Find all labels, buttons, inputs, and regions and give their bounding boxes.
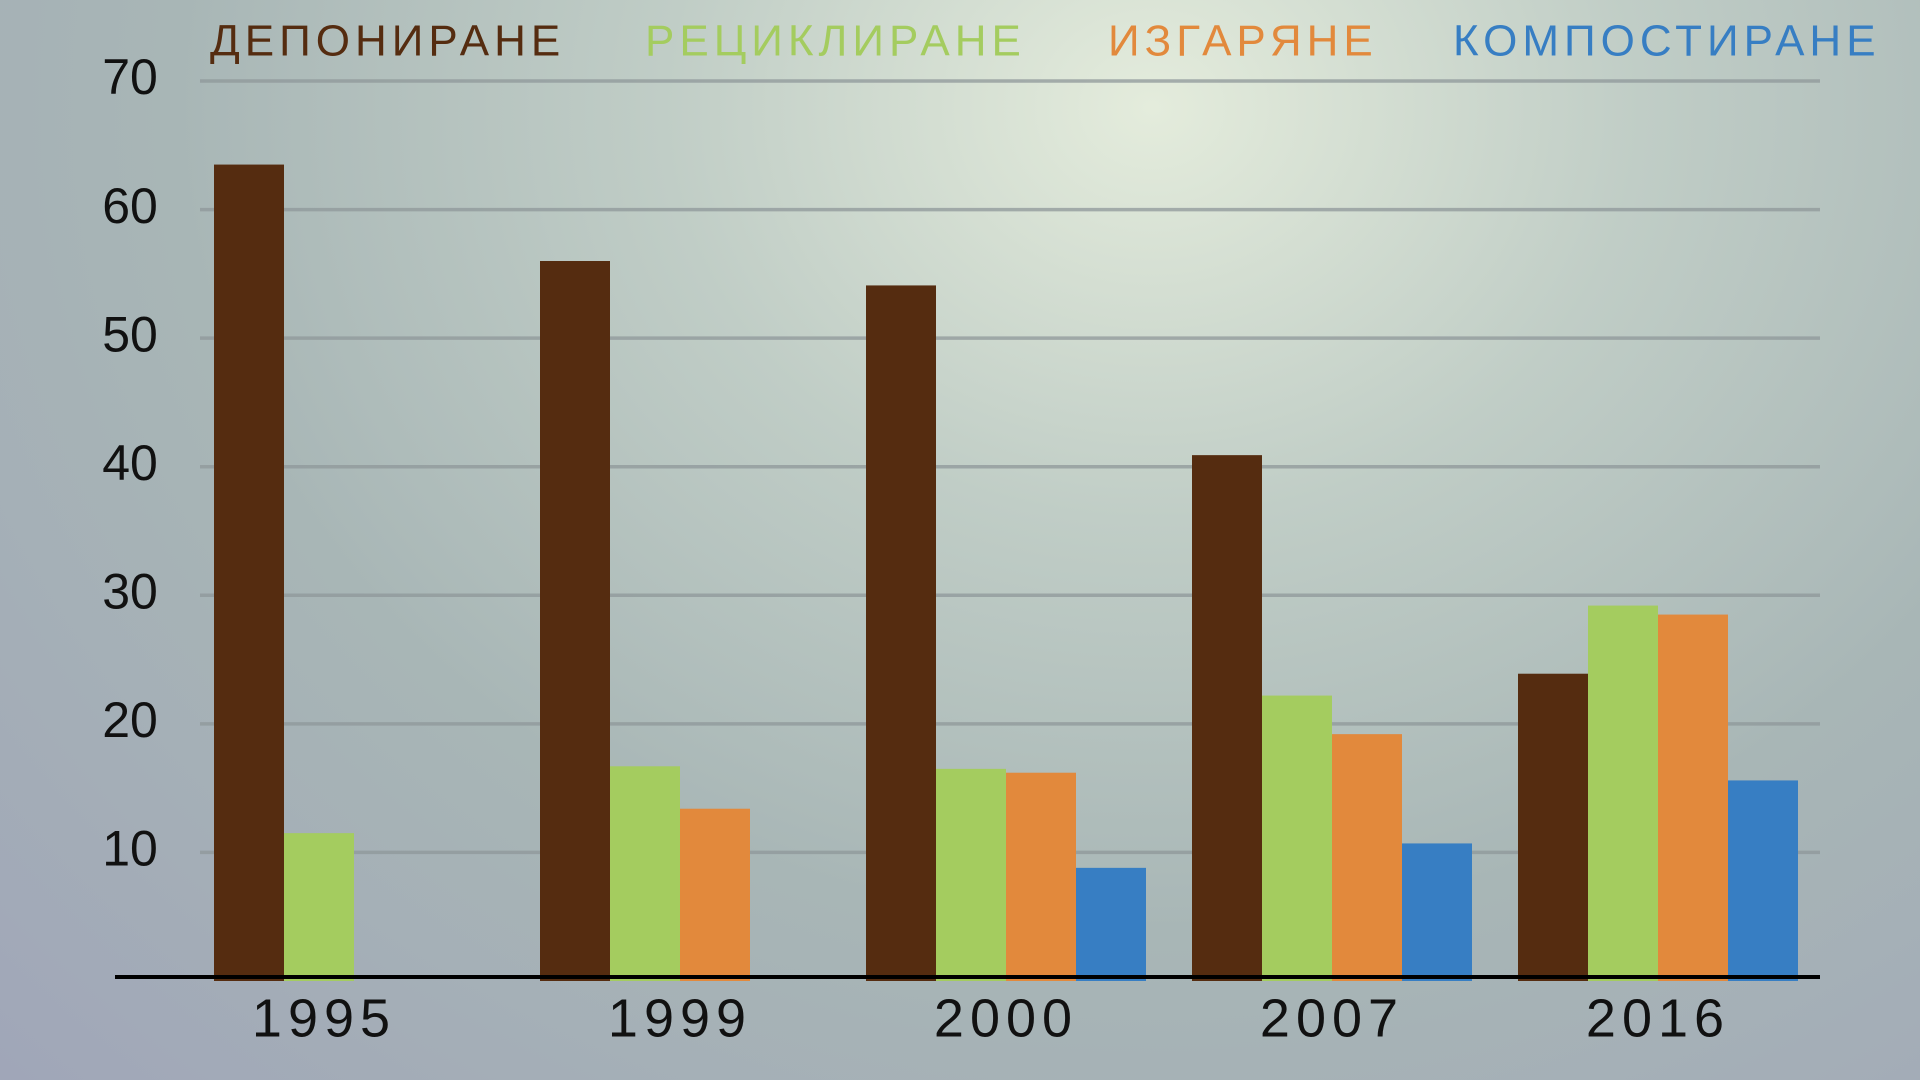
bar — [680, 808, 750, 981]
bar — [1332, 734, 1402, 981]
y-tick-label: 10 — [102, 821, 158, 877]
y-tick-label: 40 — [102, 435, 158, 491]
x-tick-label: 2016 — [1586, 988, 1730, 1048]
bar — [540, 261, 610, 981]
bar — [936, 768, 1006, 981]
bar — [866, 285, 936, 981]
legend-entry: ДЕПОНИРАНЕ — [210, 17, 565, 66]
legend-entry: ИЗГАРЯНЕ — [1108, 17, 1378, 66]
bar — [1588, 605, 1658, 981]
bar — [1658, 614, 1728, 981]
x-tick-label: 1999 — [608, 988, 752, 1048]
y-tick-label: 50 — [102, 306, 158, 362]
legend-entry: КОМПОСТИРАНЕ — [1453, 17, 1881, 66]
bar — [1262, 695, 1332, 981]
x-tick-label: 2000 — [934, 988, 1078, 1048]
bar — [1192, 455, 1262, 982]
bar — [1728, 780, 1798, 981]
bar — [214, 164, 284, 982]
bar — [1076, 867, 1146, 981]
y-tick-label: 20 — [102, 692, 158, 748]
bar — [1518, 673, 1588, 981]
legend-entry: РЕЦИКЛИРАНЕ — [645, 17, 1026, 66]
bar — [284, 833, 354, 981]
y-tick-label: 30 — [102, 563, 158, 619]
bar — [1006, 772, 1076, 981]
x-tick-label: 2007 — [1260, 988, 1404, 1048]
x-tick-label: 1995 — [252, 988, 396, 1048]
bar — [1402, 843, 1472, 981]
bar — [610, 766, 680, 981]
y-tick-label: 60 — [102, 178, 158, 234]
y-tick-label: 70 — [102, 49, 158, 105]
